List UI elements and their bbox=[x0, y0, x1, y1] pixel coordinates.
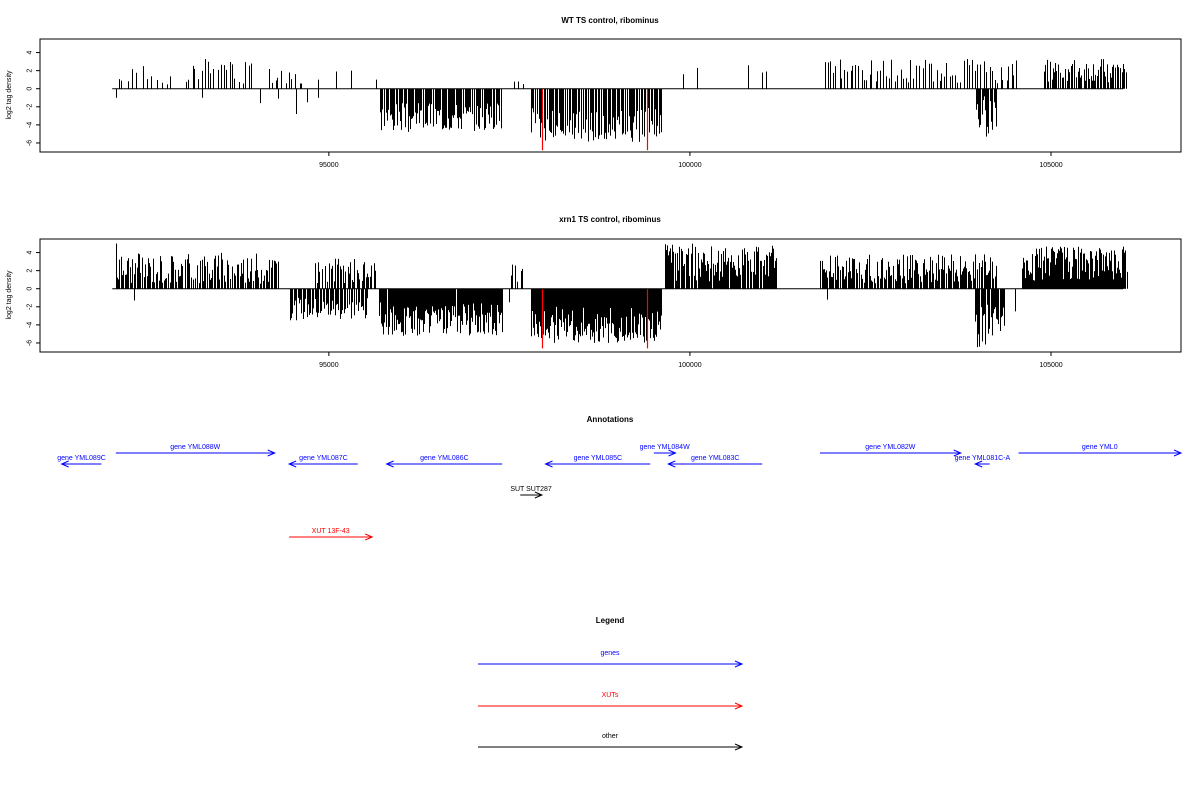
feature-arrowhead bbox=[973, 460, 983, 468]
panel-wt-axes: 4 2 0 -2 -4 -6 95000 100000 105000 bbox=[27, 51, 1063, 169]
panel-wt-ylabel: log2 tag density bbox=[6, 70, 13, 120]
feature-arrowhead bbox=[60, 460, 69, 468]
feature-label: SUT SUT287 bbox=[510, 486, 552, 493]
annotation-feature: XUT 13F-43 bbox=[289, 528, 374, 541]
feature-arrowhead bbox=[544, 460, 553, 468]
x-tick-label: 95000 bbox=[319, 362, 339, 369]
x-tick-label: 105000 bbox=[1039, 362, 1062, 369]
y-tick-label: -2 bbox=[27, 304, 34, 310]
annotation-feature: gene YML085C bbox=[544, 455, 651, 468]
feature-arrowhead bbox=[667, 460, 676, 468]
panel-xrn1: xrn1 TS control, ribominus 4 2 0 -2 -4 -6 9500… bbox=[6, 215, 1182, 369]
annotation-feature: gene YML087C bbox=[287, 455, 358, 468]
feature-label: gene YML089C bbox=[57, 455, 106, 462]
feature-label: gene YML082W bbox=[865, 444, 915, 451]
panel-xrn1-frame bbox=[39, 238, 1182, 353]
legend-entry: genes bbox=[478, 650, 744, 668]
legend-arrowhead bbox=[734, 702, 744, 710]
annotation-feature: gene YML089C bbox=[57, 455, 106, 468]
annotation-feature: gene YML0 bbox=[1018, 444, 1183, 457]
panel-wt-frame bbox=[39, 38, 1182, 153]
panel-xrn1-title: xrn1 TS control, ribominus bbox=[559, 215, 661, 224]
panel-xrn1-ylabel: log2 tag density bbox=[6, 270, 13, 320]
annotation-feature: gene YML088W bbox=[115, 444, 276, 457]
x-tick-label: 100000 bbox=[678, 162, 701, 169]
legend-panel: Legend genes XUTs other bbox=[478, 616, 744, 751]
feature-arrowhead bbox=[267, 449, 276, 457]
feature-arrowhead bbox=[534, 491, 544, 499]
legend-label: other bbox=[602, 733, 619, 740]
annotation-feature: gene YML082W bbox=[819, 444, 963, 457]
y-tick-label: -4 bbox=[27, 322, 34, 328]
x-tick-label: 100000 bbox=[678, 362, 701, 369]
annotation-feature: gene YML083C bbox=[667, 455, 763, 468]
y-tick-label: -2 bbox=[27, 104, 34, 110]
feature-arrowhead bbox=[385, 460, 394, 468]
x-tick-label: 105000 bbox=[1039, 162, 1062, 169]
panel-xrn1-bars bbox=[112, 243, 1128, 349]
feature-label: gene YML088W bbox=[170, 444, 220, 451]
legend-label: XUTs bbox=[602, 692, 619, 699]
legend-arrowhead bbox=[734, 660, 744, 668]
y-tick-label: -4 bbox=[27, 122, 34, 128]
x-tick-label: 95000 bbox=[319, 162, 339, 169]
y-tick-label: 4 bbox=[27, 251, 34, 255]
annotation-features: gene YML089C gene YML088W gene YML087C gene… bbox=[57, 444, 1183, 541]
feature-label: XUT 13F-43 bbox=[312, 528, 350, 535]
feature-arrowhead bbox=[287, 460, 297, 468]
feature-label: gene YML084W bbox=[640, 444, 690, 451]
feature-label: gene YML0 bbox=[1082, 444, 1118, 451]
annotation-feature: gene YML081C-A bbox=[955, 455, 1011, 468]
y-tick-label: 4 bbox=[27, 51, 34, 55]
panel-wt-title: WT TS control, ribominus bbox=[561, 16, 659, 25]
feature-label: gene YML087C bbox=[299, 455, 348, 462]
feature-arrowhead bbox=[1173, 449, 1183, 457]
legend-entry: XUTs bbox=[478, 692, 744, 710]
feature-label: gene YML083C bbox=[691, 455, 740, 462]
panel-wt: WT TS control, ribominus 4 2 0 -2 -4 -6 95000 1… bbox=[6, 16, 1182, 169]
y-tick-label: 2 bbox=[27, 69, 34, 73]
y-tick-label: 0 bbox=[27, 287, 34, 291]
feature-label: gene YML085C bbox=[574, 455, 623, 462]
legend-entries: genes XUTs other bbox=[478, 650, 744, 751]
legend-arrowhead bbox=[734, 743, 744, 751]
legend-title: Legend bbox=[596, 616, 625, 625]
panel-wt-bars bbox=[112, 58, 1127, 151]
annotation-feature: gene YML084W bbox=[640, 444, 690, 457]
feature-arrowhead bbox=[668, 449, 677, 457]
feature-label: gene YML086C bbox=[420, 455, 469, 462]
annotation-feature: SUT SUT287 bbox=[510, 486, 552, 499]
annotations-title: Annotations bbox=[587, 415, 634, 424]
legend-label: genes bbox=[600, 650, 620, 657]
y-tick-label: 0 bbox=[27, 87, 34, 91]
annotation-feature: gene YML086C bbox=[385, 455, 503, 468]
y-tick-label: -6 bbox=[27, 140, 34, 146]
panel-xrn1-axes: 4 2 0 -2 -4 -6 95000 100000 105000 bbox=[27, 251, 1063, 369]
y-tick-label: 2 bbox=[27, 269, 34, 273]
feature-arrowhead bbox=[364, 533, 374, 541]
feature-label: gene YML081C-A bbox=[955, 455, 1011, 462]
y-tick-label: -6 bbox=[27, 340, 34, 346]
feature-arrowhead bbox=[953, 449, 963, 457]
legend-entry: other bbox=[478, 733, 744, 751]
